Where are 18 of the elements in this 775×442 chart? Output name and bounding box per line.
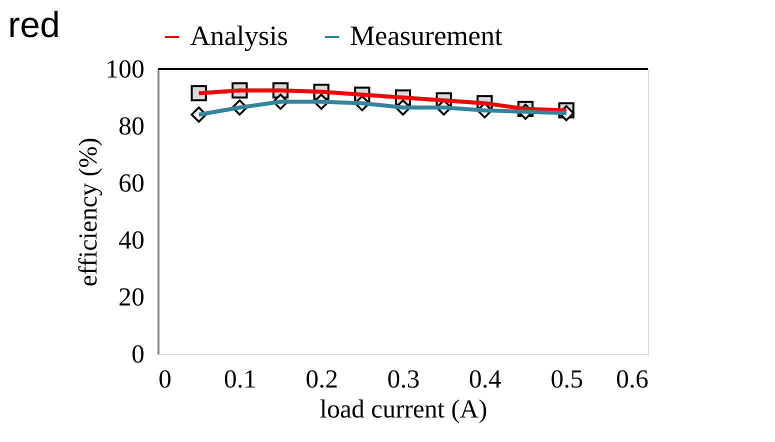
y-tick-label: 0: [132, 340, 144, 368]
x-tick-label: 0.1: [224, 364, 256, 394]
x-tick-label: 0.4: [468, 364, 502, 394]
x-tick-label: 0.2: [306, 364, 338, 394]
y-tick-label: 60: [118, 168, 144, 198]
y-tick-label: 20: [118, 282, 144, 312]
x-tick-label: 0.5: [550, 364, 584, 394]
legend-label: Analysis: [190, 21, 288, 52]
x-tick-label: 0.6: [616, 364, 648, 394]
x-axis-title: load current (A): [320, 394, 488, 424]
y-tick-label: 40: [118, 226, 144, 254]
text: red: [8, 4, 60, 45]
y-tick-label: 80: [118, 112, 144, 140]
y-tick-label: 100: [106, 54, 144, 84]
x-tick-label: 0: [158, 364, 172, 394]
x-tick-label: 0.3: [387, 364, 420, 394]
y-axis-title: efficiency (%): [74, 138, 102, 286]
legend-label: Measurement: [350, 21, 503, 52]
